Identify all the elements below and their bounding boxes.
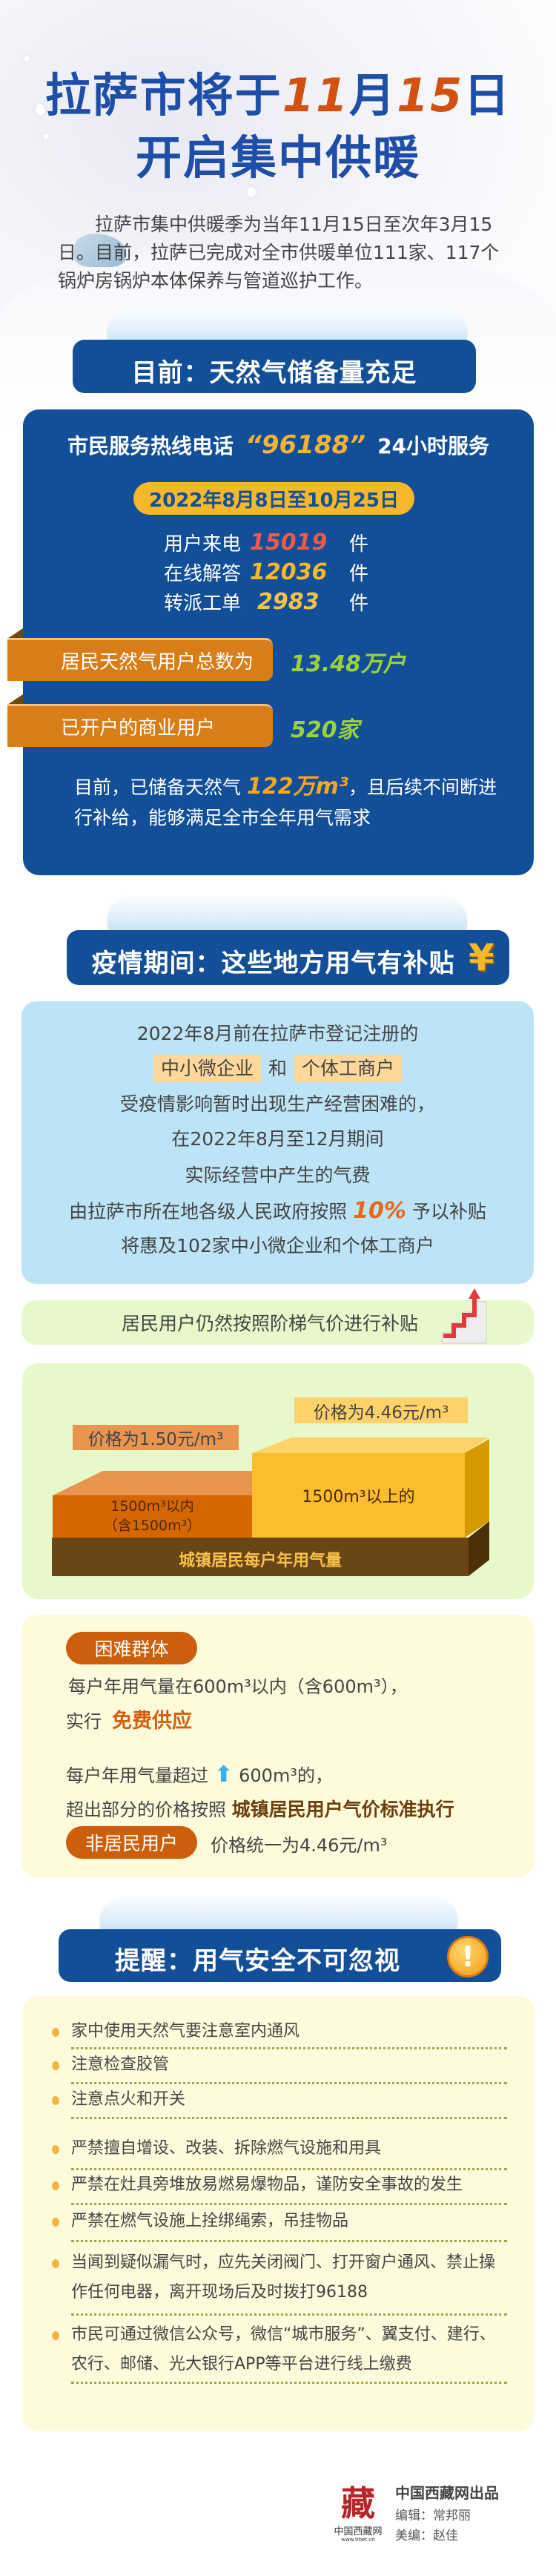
- bullet-icon: [52, 2331, 59, 2340]
- period-pill: 2022年8月8日至10月25日: [133, 482, 414, 515]
- tier-base-text: 城镇居民每户年用气量: [178, 1552, 342, 1570]
- dotted-divider: [71, 2117, 507, 2119]
- dotted-divider: [71, 2203, 507, 2205]
- bullet-icon: [52, 2218, 59, 2227]
- safety-tip: 注意检查胶管: [71, 2055, 170, 2074]
- group-label-nonresident: 非居民用户: [66, 1826, 197, 1859]
- hotline: 市民服务热线电话 “96188” 24小时服务: [67, 430, 490, 460]
- reserve-text: 目前，已储备天然气 122万m³，且后续不间断进行补给，能够满足全市全年用气需求: [74, 774, 497, 829]
- nonresident-price: 价格统一为4.46元/m³: [211, 1835, 388, 1856]
- tier-base: [52, 1538, 469, 1576]
- safety-tip: 严禁擅自增设、改装、拆除燃气设施和用具: [71, 2139, 382, 2158]
- tier-high-block: [252, 1453, 465, 1538]
- tibet-logo: 藏: [341, 2483, 375, 2523]
- commercial-users-value: 520家: [291, 717, 360, 743]
- snowflake: [36, 104, 44, 116]
- safety-tip: 当闻到疑似漏气时，应先关闭阀门、打开窗户通风、禁止操作任何电器，离开现场后及时拨…: [71, 2253, 496, 2302]
- section-heading-subsidy: 疫情期间：这些地方用气有补贴: [67, 930, 509, 985]
- snowflake: [24, 56, 30, 62]
- yuan-icon: ¥: [469, 936, 494, 979]
- resident-note: 居民用户仍然按照阶梯气价进行补贴: [21, 1300, 534, 1345]
- dotted-divider: [71, 2047, 507, 2049]
- editor-credit: 编辑：常邦丽: [395, 2509, 471, 2523]
- special-line: 每户年用气量在600m³以内（含600m³），: [68, 1676, 408, 1697]
- safety-tip: 市民可通过微信公众号，微信“城市服务”、翼支付、建行、农行、邮储、光大银行APP…: [71, 2325, 496, 2374]
- safety-tip: 严禁在灶具旁堆放易燃易爆物品，谨防安全事故的发生: [71, 2175, 463, 2194]
- dotted-divider: [71, 2240, 507, 2242]
- ribbon-fold: [7, 694, 23, 705]
- resident-users-label: 居民天然气用户总数为: [7, 638, 273, 681]
- subsidy-line: 将惠及102家中小微企业和个体工商户: [121, 1235, 434, 1256]
- logo-url: www.tibet.cn: [341, 2537, 375, 2543]
- logo-text: 中国西藏网: [334, 2526, 383, 2537]
- stat-tickets: 转派工单 2983 件: [164, 588, 369, 615]
- group-label-poor: 困难群体: [66, 1632, 197, 1664]
- special-line: 每户年用气量超过 ⬆ 600m³的，: [66, 1762, 333, 1788]
- intro-text: 拉萨市集中供暖季为当年11月15日至次年3月15日。目前，拉萨已完成对全市供暖单…: [58, 214, 500, 291]
- price-high-label: 价格为4.46元/m³: [294, 1397, 468, 1423]
- stat-answers: 在线解答 12036 件: [164, 559, 369, 585]
- designer-credit: 美编：赵佳: [395, 2529, 458, 2543]
- stat-calls: 用户来电 15019 件: [164, 529, 369, 556]
- safety-tip: 家中使用天然气要注意室内通风: [71, 2022, 300, 2040]
- tier-low-text: 1500m³以内 （含1500m³）: [103, 1498, 202, 1534]
- snowflake: [43, 134, 49, 139]
- bullet-icon: [52, 2145, 59, 2154]
- subsidy-line: 在2022年8月至12月期间: [171, 1128, 384, 1150]
- section-heading-reserve: 目前：天然气储备量充足: [73, 340, 476, 393]
- produced-by: 中国西藏网出品: [395, 2484, 499, 2502]
- ice-rock: [74, 234, 126, 267]
- dotted-divider: [71, 2382, 507, 2384]
- subsidy-line: 受疫情影响暂时出现生产经营困难的，: [119, 1093, 435, 1115]
- snowflake: [247, 187, 256, 197]
- subsidy-line: 由拉萨市所在地各级人民政府按照 10% 予以补贴: [69, 1198, 486, 1224]
- dotted-divider: [71, 2082, 507, 2084]
- page-title: 拉萨市将于11月15日: [44, 68, 512, 122]
- ribbon-fold: [7, 628, 23, 639]
- resident-users-value: 13.48万户: [291, 651, 406, 677]
- subsidy-panel: [21, 1001, 534, 1284]
- tier-base-side: [469, 1521, 489, 1576]
- tier-diagram: [52, 1416, 489, 1576]
- tier-low-block: [53, 1495, 252, 1538]
- subsidy-line: 中小微企业和个体工商户: [21, 1054, 534, 1084]
- tier-high-top: [252, 1437, 489, 1453]
- bullet-icon: [52, 2028, 59, 2037]
- bullet-icon: [52, 2259, 59, 2268]
- special-line: 实行 免费供应: [66, 1710, 192, 1733]
- safety-tips-panel: [22, 1996, 535, 2431]
- safety-tip: 严禁在燃气设施上拴绑绳索，吊挂物品: [71, 2212, 349, 2230]
- tier-high-text: 1500m³以上的: [302, 1488, 415, 1506]
- page-subtitle: 开启集中供暖: [135, 131, 420, 185]
- exclamation-icon: !: [447, 1936, 489, 1977]
- arrow-up-icon: ⬆: [214, 1762, 234, 1788]
- bullet-icon: [52, 2096, 59, 2105]
- tier-high-side: [465, 1439, 489, 1538]
- special-line: 超出部分的价格按照 城镇居民用户气价标准执行: [66, 1799, 454, 1820]
- price-low-label: 价格为1.50元/m³: [73, 1425, 239, 1450]
- dotted-divider: [71, 2168, 507, 2170]
- stairs-up-icon: [441, 1288, 487, 1344]
- snowflake: [330, 169, 342, 182]
- bullet-icon: [52, 2061, 59, 2070]
- tier-low-top: [53, 1471, 252, 1495]
- subsidy-line: 2022年8月前在拉萨市登记注册的: [136, 1023, 419, 1044]
- bullet-icon: [52, 2181, 59, 2190]
- safety-tip: 注意点火和开关: [71, 2090, 186, 2109]
- subsidy-line: 实际经营中产生的气费: [185, 1165, 371, 1186]
- section-heading-safety: 提醒：用气安全不可忽视: [59, 1929, 501, 1982]
- dotted-divider: [71, 2313, 507, 2316]
- commercial-users-label: 已开户的商业用户: [7, 704, 273, 747]
